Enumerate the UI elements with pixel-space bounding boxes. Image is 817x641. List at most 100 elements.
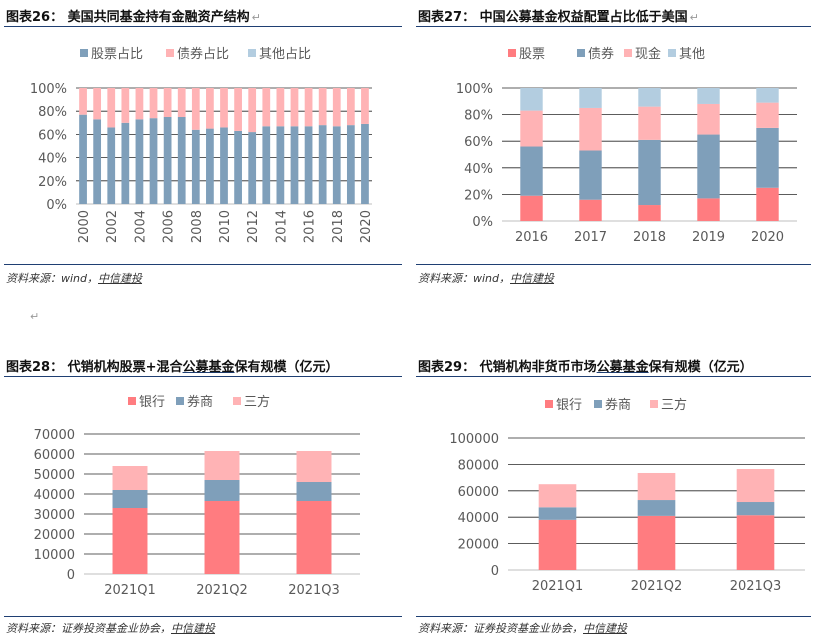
legend-label: 债券 <box>588 46 614 62</box>
bar-segment <box>262 88 271 127</box>
legend-label: 银行 <box>139 395 165 410</box>
x-tick-label: 2020 <box>359 210 374 243</box>
legend-label: 股票 <box>519 47 545 62</box>
y-tick-label: 40% <box>38 152 67 167</box>
bar-segment <box>234 130 242 204</box>
panel-4-title: 图表29： 代销机构非货币市场公募基金保有规模（亿元） <box>418 356 753 375</box>
y-tick-label: 10000 <box>34 548 75 563</box>
panel-4: 图表29： 代销机构非货币市场公募基金保有规模（亿元） 银行 券商 三方 0 20000… <box>412 350 817 641</box>
panel-2: 图表27： 中国公募基金权益配置占比低于美国 ↵ 股票 债券 现金 其他 0% 20% 40%… <box>412 0 817 300</box>
bar-segment <box>756 187 779 221</box>
x-tick-label: 2002 <box>105 210 120 243</box>
bar-segment <box>79 88 87 115</box>
bar-segment <box>149 88 158 119</box>
bar-segment <box>163 117 172 204</box>
panel-4-source: 资料来源：证券投资基金业协会，中信建投 <box>418 620 627 636</box>
legend-swatch <box>166 49 174 57</box>
bar-segment <box>234 88 242 131</box>
y-tick-label: 20000 <box>458 538 499 553</box>
bar-segment <box>296 451 332 482</box>
panel-3-title: 图表28： 代销机构股票+混合公募基金保有规模（亿元） <box>6 356 339 375</box>
panel-3-top-rule <box>4 376 402 377</box>
bar-segment <box>107 88 116 128</box>
bar-segment <box>248 88 257 133</box>
x-tick-label: 2020 <box>751 230 784 245</box>
legend-label: 其他 <box>679 47 705 62</box>
y-tick-label: 60000 <box>458 485 499 500</box>
bar-segment <box>204 480 240 501</box>
panel-3-title-post: 保有规模（亿元） <box>234 360 339 375</box>
chart-3: 银行 券商 三方 0 10000 20000 30000 40000 50000 60000 700… <box>34 394 360 598</box>
bar-segment <box>163 88 172 117</box>
legend-label: 债券占比 <box>177 46 229 62</box>
x-tick-label: 2021Q3 <box>730 579 782 594</box>
x-tick-label: 2018 <box>331 210 346 243</box>
bar-segment <box>296 501 332 574</box>
legend-swatch <box>233 397 241 405</box>
bar-segment <box>638 205 661 221</box>
bar-segment <box>135 119 144 204</box>
panel-4-title-pre: 图表29： 代销机构非货币市场 <box>418 360 597 375</box>
panel-2-title-text: 图表27： 中国公募基金权益配置占比低于美国 <box>418 10 688 25</box>
bar-segment <box>112 508 148 574</box>
bar-segment <box>638 139 661 206</box>
bar-segment <box>93 88 102 120</box>
bar-segment <box>520 88 543 111</box>
bar-segment <box>638 106 661 140</box>
bar-segment <box>206 88 214 129</box>
y-tick-label: 80% <box>38 105 67 120</box>
x-tick-label: 2008 <box>190 210 205 243</box>
y-tick-label: 100% <box>456 82 493 97</box>
x-tick-label: 2021Q2 <box>196 583 248 598</box>
panel-1-source-brand: 中信建投 <box>98 272 143 285</box>
panel-2-top-rule <box>416 26 811 27</box>
bar-segment <box>697 134 720 199</box>
return-mark-icon: ↵ <box>689 11 699 24</box>
bar-segment <box>579 107 602 151</box>
bar-segment <box>304 88 313 127</box>
y-tick-label: 20% <box>464 188 493 203</box>
bar-segment <box>204 501 240 574</box>
x-tick-label: 2014 <box>274 210 289 243</box>
panel-4-top-rule <box>416 376 811 377</box>
panel-1-title: 图表26： 美国共同基金持有金融资产结构 ↵ <box>6 6 261 25</box>
legend-label: 三方 <box>244 394 270 410</box>
y-tick-label: 60000 <box>34 448 75 463</box>
bar-segment <box>346 125 355 204</box>
panel-1-source-text: 资料来源：wind， <box>6 272 99 285</box>
x-tick-label: 2016 <box>303 210 318 243</box>
panel-4-bottom-rule <box>416 616 811 617</box>
bar-segment <box>579 199 602 221</box>
panel-1-source: 资料来源：wind，中信建投 <box>6 270 142 286</box>
panel-2-source: 资料来源：wind，中信建投 <box>418 270 554 286</box>
bar-segment <box>697 103 720 135</box>
legend-label: 银行 <box>556 398 582 413</box>
panel-4-source-text: 资料来源：证券投资基金业协会， <box>418 622 583 635</box>
legend-label: 其他占比 <box>259 47 311 62</box>
y-tick-label: 0% <box>46 198 67 213</box>
bar-segment <box>220 88 228 128</box>
y-tick-label: 60% <box>38 128 67 143</box>
bar-segment <box>149 118 158 204</box>
y-tick-label: 60% <box>464 135 493 150</box>
x-tick-label: 2012 <box>246 210 261 243</box>
legend-swatch <box>650 400 658 408</box>
legend-label: 三方 <box>661 397 687 413</box>
bar-segment <box>638 88 661 107</box>
legend-swatch <box>668 49 676 57</box>
panel-1-top-rule <box>4 26 402 27</box>
return-mark-icon: ↵ <box>251 11 261 24</box>
bar-segment <box>756 88 779 103</box>
panel-3-source-brand: 中信建投 <box>171 622 215 635</box>
legend-swatch <box>545 400 553 408</box>
chart-4: 银行 券商 三方 0 20000 40000 60000 80000 100000 2021Q1 2… <box>449 397 805 594</box>
bar-segment <box>361 88 369 124</box>
panel-4-title-post: 保有规模（亿元） <box>648 360 753 375</box>
panel-1-bottom-rule <box>4 264 402 265</box>
bar-segment <box>135 88 144 120</box>
panel-3-source-text: 资料来源：证券投资基金业协会， <box>6 622 171 635</box>
panel-3: 图表28： 代销机构股票+混合公募基金保有规模（亿元） 银行 券商 三方 0 10000… <box>0 350 410 641</box>
bar-segment <box>361 123 369 204</box>
y-tick-label: 30000 <box>34 508 75 523</box>
y-tick-label: 0 <box>67 568 75 583</box>
